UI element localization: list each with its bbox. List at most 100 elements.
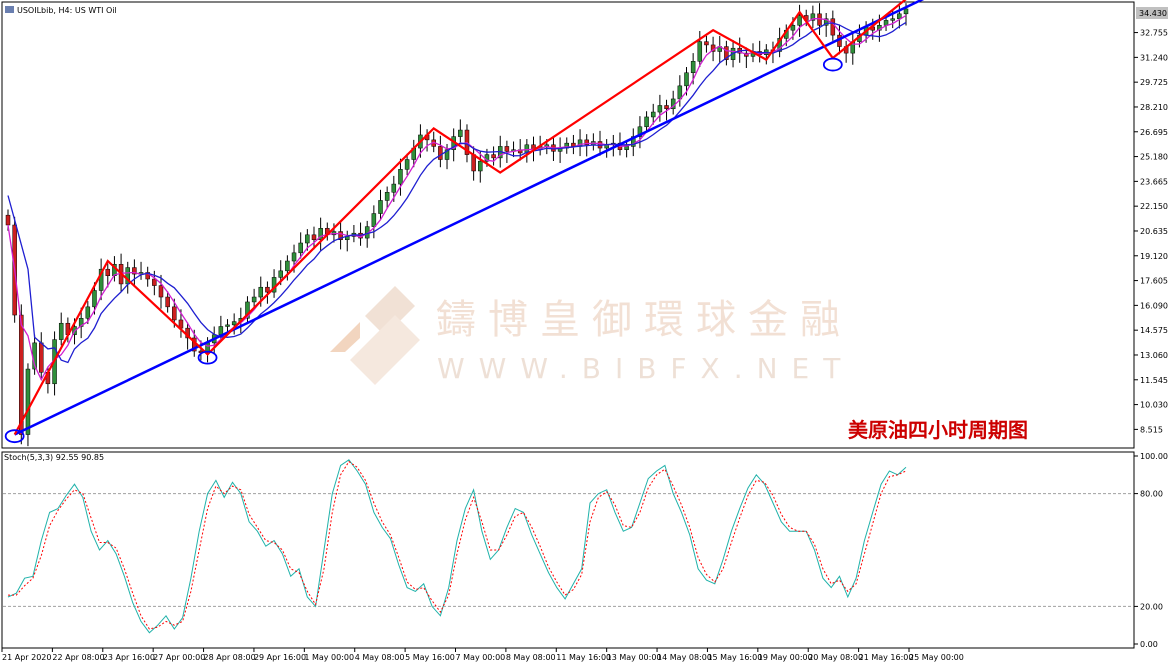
- candle: [265, 281, 270, 304]
- candle-body: [644, 116, 649, 128]
- candle: [165, 291, 170, 313]
- price-tick-label: 8.515: [1140, 425, 1163, 434]
- candle-body: [251, 296, 257, 303]
- price-tick-label: 28.210: [1140, 103, 1168, 112]
- candle-body: [830, 18, 836, 36]
- candle: [631, 128, 636, 157]
- candle-body: [897, 13, 902, 19]
- candle-body: [491, 154, 496, 159]
- candle-body: [890, 18, 895, 21]
- candle-body: [690, 61, 696, 74]
- candle-body: [903, 8, 909, 15]
- trendline: [14, 0, 925, 436]
- candle: [285, 255, 290, 281]
- price-tick-label: 11.545: [1140, 376, 1168, 385]
- candle: [371, 205, 377, 239]
- price-tick-label: 22.150: [1140, 202, 1168, 211]
- stoch-axis: 100.00 80.00 20.00 0.00: [1134, 452, 1168, 649]
- stoch-levels: [3, 493, 1133, 607]
- candle-body: [684, 72, 689, 87]
- candle-body: [664, 105, 669, 110]
- time-tick-label: 28 Apr 08:00: [204, 653, 256, 662]
- candle: [384, 186, 390, 209]
- price-tick-label: 20.635: [1140, 227, 1168, 236]
- candle-body: [172, 306, 177, 321]
- candle-series: [5, 3, 909, 447]
- time-tick-label: 25 May 00:00: [909, 653, 964, 662]
- candle-body: [85, 306, 91, 319]
- candle: [504, 140, 510, 163]
- candle-body: [165, 296, 170, 308]
- stoch-tick-label: 0.00: [1140, 640, 1158, 649]
- price-tick-label: 13.060: [1140, 351, 1168, 360]
- price-tick-label: 32.755: [1140, 29, 1168, 38]
- candle: [650, 103, 656, 125]
- candle-body: [697, 41, 703, 62]
- candle: [637, 116, 643, 149]
- stoch-tick-label: 80.00: [1140, 490, 1163, 499]
- candle: [478, 150, 483, 183]
- candle-body: [145, 272, 150, 280]
- time-tick-label: 1 May 00:00: [304, 653, 354, 662]
- candle: [98, 258, 104, 301]
- candle-body: [318, 228, 323, 240]
- candle: [823, 13, 829, 37]
- candle: [697, 31, 703, 68]
- candle-body: [305, 234, 310, 244]
- candle-body: [19, 314, 24, 435]
- stoch-tick-label: 100.00: [1140, 452, 1168, 461]
- candle: [404, 153, 410, 176]
- candle-body: [258, 286, 264, 298]
- candle-body: [631, 136, 636, 147]
- price-tick-label: 17.605: [1140, 277, 1168, 286]
- candle-body: [5, 214, 11, 226]
- candle: [657, 94, 663, 122]
- candle: [298, 232, 303, 259]
- candle: [338, 220, 343, 250]
- candle-body: [225, 324, 230, 327]
- candle-body: [883, 20, 889, 26]
- candle: [251, 288, 257, 310]
- watermark: 鑄博皇御環球金融 WWW.BIBFX.NET: [330, 286, 840, 385]
- time-tick-label: 11 May 16:00: [556, 653, 611, 662]
- time-tick-label: 23 Apr 16:00: [103, 653, 155, 662]
- price-tick-label: 10.030: [1140, 401, 1168, 410]
- candle-body: [624, 146, 629, 150]
- candle-body: [584, 139, 589, 146]
- candle-body: [650, 111, 656, 118]
- candle-body: [504, 146, 510, 152]
- candle-body: [458, 129, 463, 137]
- watermark-logo: [330, 286, 420, 385]
- time-tick-label: 20 May 08:00: [808, 653, 863, 662]
- candle: [491, 146, 496, 166]
- candle-body: [384, 192, 390, 201]
- chart-caption: 美原油四小时周期图: [848, 418, 1028, 442]
- candle-body: [25, 368, 31, 435]
- price-tick-label: 26.695: [1140, 128, 1168, 137]
- time-tick-label: 5 May 16:00: [405, 653, 455, 662]
- candle: [245, 296, 250, 325]
- stoch-panel-frame: [1, 451, 1135, 649]
- candle-body: [810, 13, 816, 21]
- time-tick-label: 15 May 16:00: [707, 653, 762, 662]
- candle-body: [398, 169, 403, 185]
- candle-body: [677, 85, 683, 100]
- price-tick-label: 31.240: [1140, 53, 1168, 62]
- stoch-main-line: [7, 459, 907, 634]
- time-tick-label: 7 May 00:00: [456, 653, 506, 662]
- candle: [438, 135, 443, 168]
- candle-body: [790, 25, 796, 31]
- candle-body: [311, 234, 317, 240]
- candle-body: [371, 213, 377, 227]
- candle: [398, 158, 403, 196]
- time-tick-label: 29 Apr 16:00: [254, 653, 306, 662]
- zigzag-line: [13, 0, 907, 436]
- candle-body: [265, 286, 270, 293]
- price-axis: 32.755 31.240 29.725 28.210 26.695 25.180 23.6…: [1134, 29, 1168, 434]
- candle: [318, 217, 323, 252]
- time-tick-label: 13 May 00:00: [607, 653, 662, 662]
- candle: [25, 363, 31, 447]
- candle-body: [298, 242, 303, 254]
- stoch-tick-label: 20.00: [1140, 602, 1163, 611]
